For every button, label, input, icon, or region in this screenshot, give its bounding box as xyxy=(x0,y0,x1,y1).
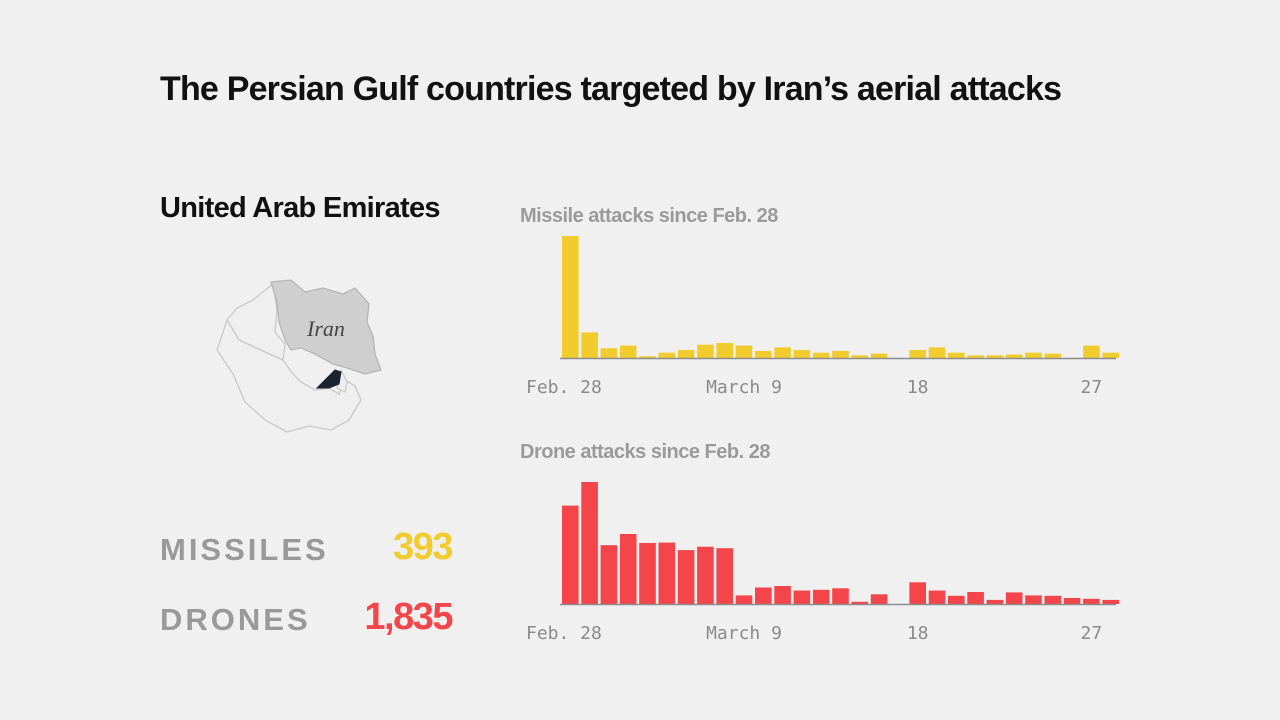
missile-bar xyxy=(619,345,637,358)
drone-bar xyxy=(967,592,984,604)
missiles-label: MISSILES xyxy=(160,532,329,567)
missile-bar xyxy=(1005,354,1023,358)
missile-bar xyxy=(755,350,772,358)
drone-x-tick-label: March 9 xyxy=(706,623,782,644)
locator-map: Iran xyxy=(216,279,382,433)
missile-bar xyxy=(851,355,869,358)
drone-x-tick-label: 18 xyxy=(907,623,929,644)
map-iran xyxy=(270,279,382,375)
drone-bar xyxy=(581,482,598,604)
missile-bar xyxy=(658,352,676,358)
missile-x-tick-label: 27 xyxy=(1081,377,1103,398)
missile-bar xyxy=(735,345,753,358)
drone-bar xyxy=(793,590,811,604)
missile-bar xyxy=(581,332,598,358)
missile-bar-chart: Feb. 28 March 9 18 27 xyxy=(526,236,1119,398)
missile-bar xyxy=(562,236,579,358)
drone-bar xyxy=(774,586,791,604)
missile-bar xyxy=(639,356,656,358)
drone-bar xyxy=(1102,599,1119,604)
drone-bar xyxy=(909,582,926,604)
map-label-iran: Iran xyxy=(306,316,345,341)
drone-bar xyxy=(851,601,869,604)
drone-bar xyxy=(1083,598,1100,604)
missile-bar xyxy=(812,352,830,358)
country-name: United Arab Emirates xyxy=(160,192,441,224)
drone-bar xyxy=(600,545,618,604)
drone-bar xyxy=(735,595,753,604)
missile-x-tick-label: Feb. 28 xyxy=(526,377,602,398)
missile-chart-title: Missile attacks since Feb. 28 xyxy=(520,205,778,227)
drone-bar xyxy=(1025,595,1042,604)
drones-label: DRONES xyxy=(160,602,311,637)
drone-x-tick-label: Feb. 28 xyxy=(526,623,602,644)
drone-bar xyxy=(948,595,965,604)
missile-bar xyxy=(793,350,811,358)
missile-bar xyxy=(967,355,984,358)
map-peninsula xyxy=(216,318,362,433)
missile-bar xyxy=(1025,352,1042,358)
drones-total: 1,835 xyxy=(364,596,453,638)
drone-bar xyxy=(1063,598,1081,604)
drone-bar xyxy=(677,550,695,604)
missile-bar xyxy=(1044,353,1062,358)
drone-bar xyxy=(619,534,637,604)
drone-x-tick-label: 27 xyxy=(1081,623,1103,644)
drone-bar xyxy=(562,505,579,604)
missile-bar xyxy=(948,352,965,358)
drone-bar xyxy=(1044,595,1062,604)
missile-bar xyxy=(832,350,849,358)
missile-bar xyxy=(716,343,733,358)
missile-x-tick-label: 18 xyxy=(907,377,929,398)
missile-bar xyxy=(677,350,695,358)
missile-bar xyxy=(986,355,1004,358)
drone-bar xyxy=(1005,592,1023,604)
drone-bar xyxy=(716,548,733,604)
drone-bar xyxy=(986,599,1004,604)
drone-bar xyxy=(832,588,849,604)
drone-bar xyxy=(639,543,656,604)
missile-bar xyxy=(600,348,618,358)
missiles-total: 393 xyxy=(393,526,453,568)
map-uae xyxy=(315,369,342,389)
drone-bar xyxy=(928,590,946,604)
drone-bar xyxy=(697,546,714,604)
missile-bar xyxy=(870,353,888,358)
missile-x-tick-label: March 9 xyxy=(706,377,782,398)
drone-bar xyxy=(870,594,888,604)
missile-bar xyxy=(909,350,926,358)
chart-title-main: The Persian Gulf countries targeted by I… xyxy=(160,70,1062,108)
drone-bar xyxy=(812,589,830,604)
drone-bar xyxy=(755,587,772,604)
missile-bar xyxy=(1102,352,1119,358)
missile-bar xyxy=(697,344,714,358)
missile-bar xyxy=(928,347,946,358)
drone-bar-chart: Feb. 28 March 9 18 27 xyxy=(526,482,1119,644)
missile-bar xyxy=(1083,345,1100,358)
drone-bar xyxy=(658,542,676,604)
missile-bar xyxy=(774,347,791,358)
drone-chart-title: Drone attacks since Feb. 28 xyxy=(520,441,770,463)
